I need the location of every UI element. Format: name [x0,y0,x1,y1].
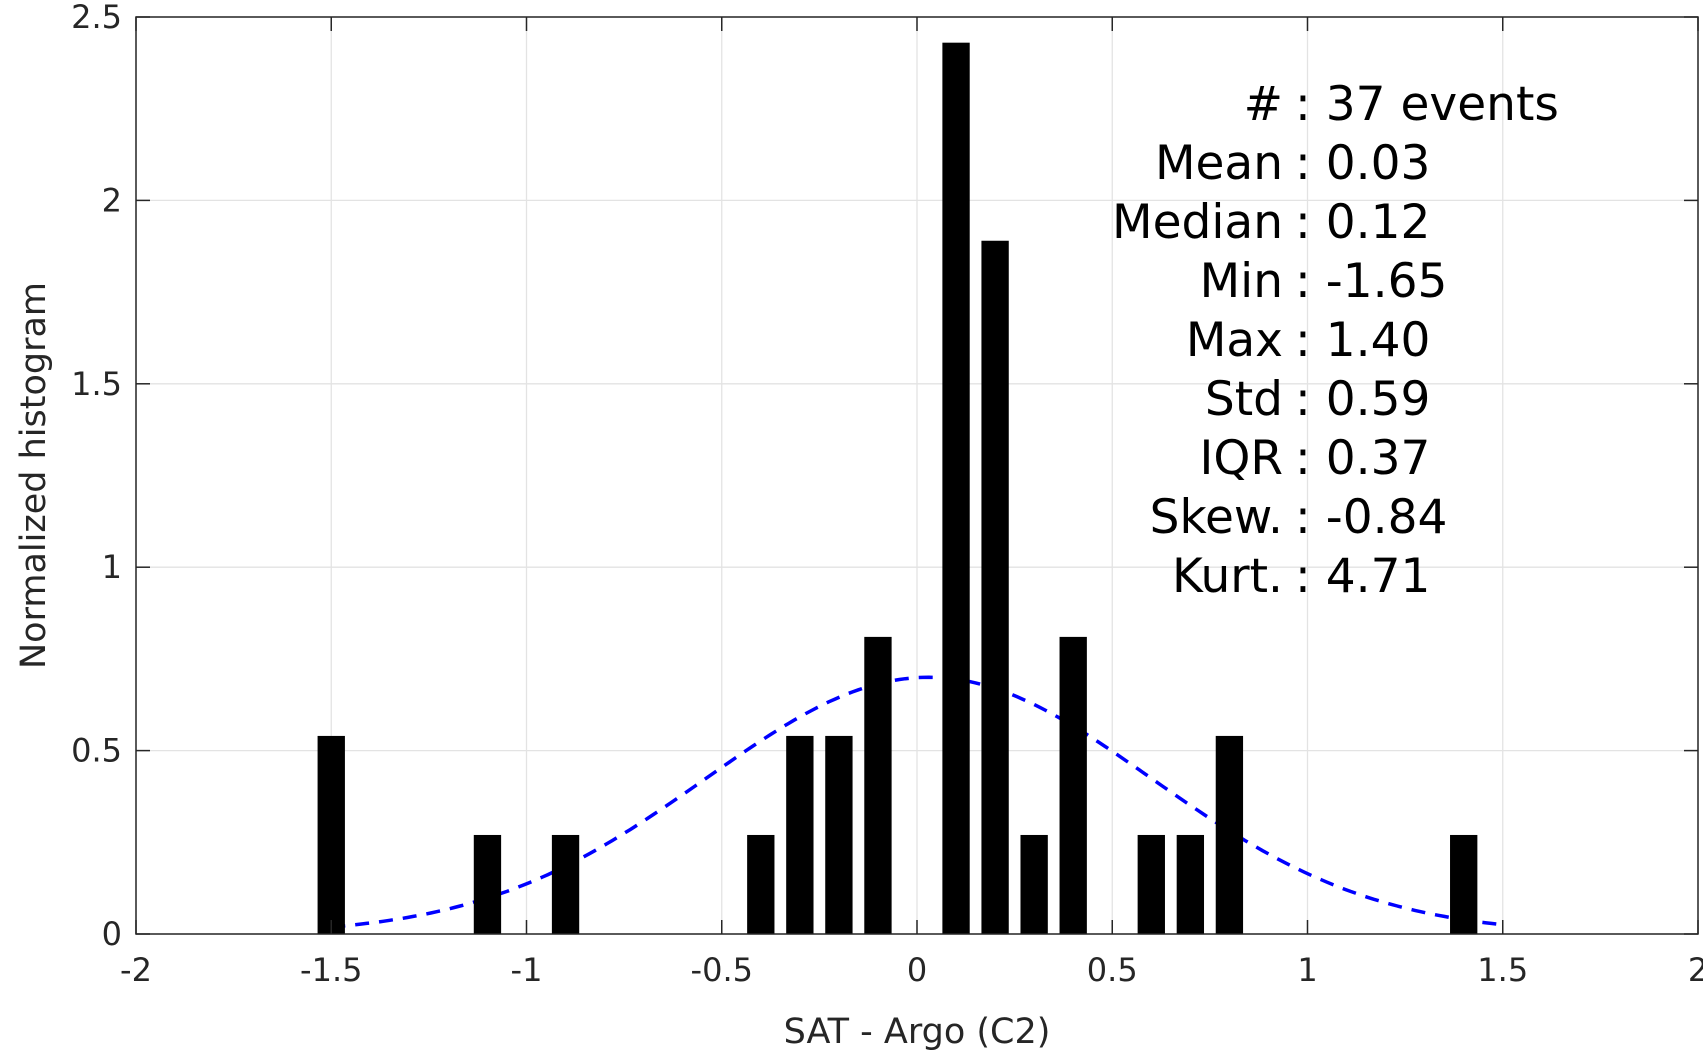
stats-value: : -0.84 [1295,490,1447,545]
x-tick-label: 1.5 [1477,951,1528,989]
axes-frame [135,16,1699,935]
y-tick-label: 0 [102,915,122,953]
histogram-bar [786,735,814,934]
y-tick-label: 2 [102,181,122,219]
stats-value: : 0.03 [1295,136,1430,191]
y-tick-label: 0.5 [71,732,122,770]
stats-value: : 4.71 [1295,549,1430,604]
histogram-bar [942,42,970,934]
stats-key: Skew. [1150,490,1283,545]
histogram-bar [1059,636,1087,934]
x-axis-title: SAT - Argo (C2) [784,1012,1051,1052]
histogram-bar [1137,834,1165,934]
x-tick-label: -2 [120,951,152,989]
stats-key: # [1244,77,1283,132]
histogram-bar [825,735,853,934]
y-tick-label: 1 [102,548,122,586]
x-tick-label: 0 [907,951,927,989]
histogram-bar [864,636,892,934]
histogram-bar [473,834,502,934]
stats-value: : 0.12 [1295,195,1430,250]
histogram-bar [1020,834,1048,934]
histogram-bar [551,834,580,934]
y-tick-label: 2.5 [71,0,122,36]
x-tick-label: 0.5 [1087,951,1138,989]
tick-labels: -2 -1.5 -1 -0.5 0 0.5 1 1.5 2 0 0.5 1 1.5 2 2.5 [71,0,1703,989]
stats-key: Min [1200,254,1283,309]
stats-value: : 0.59 [1295,372,1430,427]
x-tick-label: 1 [1297,951,1317,989]
histogram-bar [317,735,345,934]
stats-value: : 37 events [1295,77,1559,132]
histogram-bar [1176,834,1205,934]
stats-value: : 0.37 [1295,431,1430,486]
y-tick-label: 1.5 [71,365,122,403]
grid-lines [135,16,1699,935]
x-tick-label: -0.5 [691,951,753,989]
x-tick-label: -1.5 [300,951,362,989]
stats-value: : 1.40 [1295,313,1430,368]
normal-fit-curve [331,675,1504,929]
histogram-bar [981,240,1009,935]
y-axis-title: Normalized histogram [14,282,54,669]
stats-key: Std [1205,372,1283,427]
stats-value: : -1.65 [1295,254,1447,309]
histogram-bar [1450,834,1478,934]
stats-key: Median [1112,195,1283,250]
histogram-bar [747,834,775,934]
histogram-bars [317,42,1478,935]
normal-fit-curve-group [331,675,1504,929]
stats-key: Mean [1155,136,1283,191]
histogram-bar [1215,735,1244,934]
x-tick-label: -1 [511,951,543,989]
x-tick-label: 2 [1688,951,1703,989]
stats-key: Kurt. [1172,549,1283,604]
stats-key: IQR [1199,431,1283,486]
stats-key: Max [1186,313,1283,368]
